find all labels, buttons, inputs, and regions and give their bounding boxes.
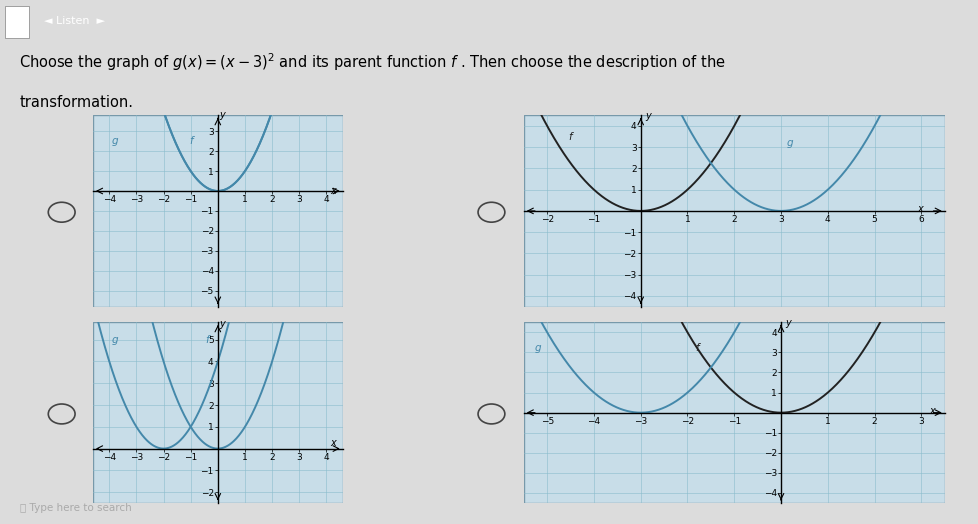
Text: f: f: [205, 335, 208, 345]
Bar: [93, 115, 342, 307]
Text: 🔍 Type here to search: 🔍 Type here to search: [20, 503, 131, 514]
Text: g: g: [786, 138, 793, 148]
Text: y: y: [645, 111, 650, 121]
FancyBboxPatch shape: [5, 6, 29, 38]
Text: x: x: [330, 186, 335, 196]
Text: f: f: [568, 132, 572, 141]
Text: transformation.: transformation.: [20, 95, 133, 111]
Text: y: y: [219, 111, 225, 121]
Text: g: g: [534, 343, 541, 353]
Text: x: x: [916, 204, 922, 214]
Text: ◄ Listen  ►: ◄ Listen ►: [44, 16, 105, 26]
Bar: [523, 322, 944, 503]
Text: x: x: [330, 439, 335, 449]
Bar: [523, 115, 944, 307]
Text: x: x: [928, 406, 934, 416]
Text: g: g: [111, 136, 118, 146]
Text: y: y: [219, 319, 225, 329]
Text: y: y: [784, 318, 790, 328]
Text: g: g: [111, 335, 118, 345]
Text: Choose the graph of $g(x) = (x-3)^2$ and its parent function $f$ . Then choose t: Choose the graph of $g(x) = (x-3)^2$ and…: [20, 51, 726, 73]
Bar: [93, 322, 342, 503]
Text: f: f: [189, 136, 193, 146]
Text: f: f: [694, 343, 698, 353]
